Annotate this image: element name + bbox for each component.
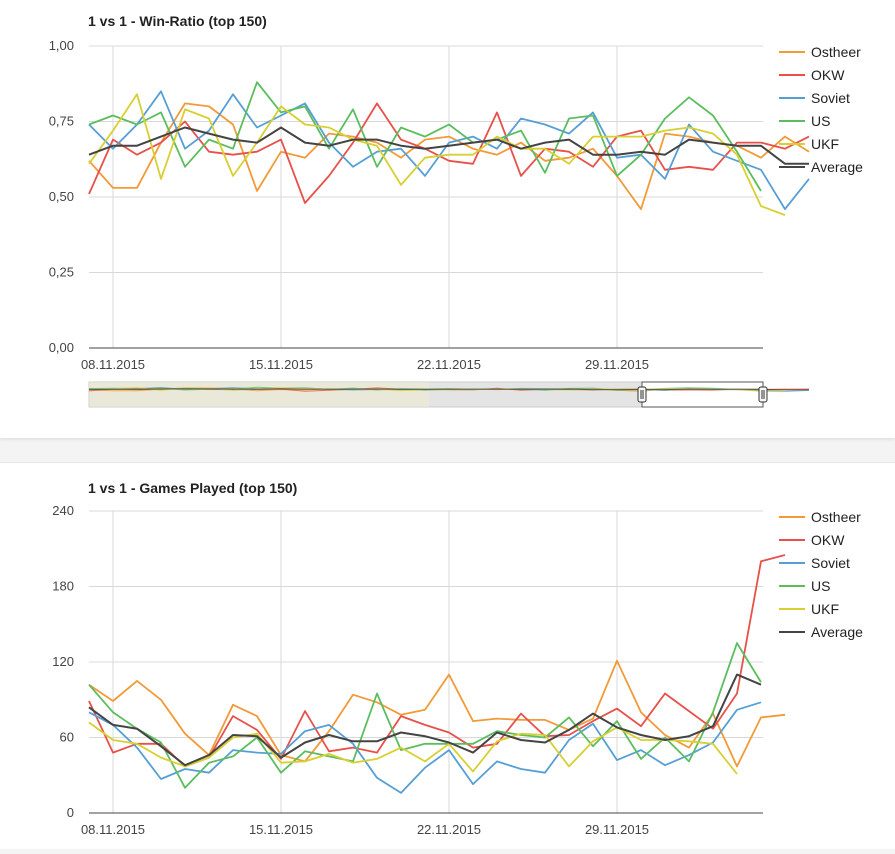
y-tick-label: 60	[60, 730, 74, 745]
x-tick-label: 15.11.2015	[249, 822, 313, 837]
y-tick-label: 0,25	[49, 265, 74, 280]
navigator-selection-window	[641, 381, 764, 408]
range-navigator	[88, 381, 810, 408]
series-line-average	[88, 126, 809, 165]
x-tick-label: 22.11.2015	[417, 822, 481, 837]
y-tick-label: 180	[52, 579, 74, 594]
navigator-right-handle[interactable]	[758, 386, 768, 403]
win-ratio-panel: 1 vs 1 - Win-Ratio (top 150) 0,00 0,25 0,5…	[0, 0, 895, 438]
legend-label: Ostheer	[811, 44, 861, 60]
y-tick-label: 0,50	[49, 189, 74, 204]
legend-label: OKW	[811, 67, 845, 83]
x-tick-label: 08.11.2015	[81, 822, 145, 837]
games-played-panel: 1 vs 1 - Games Played (top 150) 0 60 120 18…	[0, 462, 895, 849]
navigator-left-handle[interactable]	[637, 386, 647, 403]
series-line-ukf	[88, 721, 738, 775]
legend-label: Average	[811, 624, 863, 640]
y-tick-label: 0,00	[49, 340, 74, 355]
legend-item-us: US	[779, 113, 830, 129]
x-tick-label: 29.11.2015	[585, 357, 649, 372]
legend-label: Average	[811, 159, 863, 175]
legend-label: UKF	[811, 601, 839, 617]
legend-item-ostheer: Ostheer	[779, 44, 861, 60]
series-line-us	[88, 642, 762, 789]
legend-label: UKF	[811, 136, 839, 152]
x-tick-label: 22.11.2015	[417, 357, 481, 372]
x-tick-label: 15.11.2015	[249, 357, 313, 372]
legend-item-ostheer: Ostheer	[779, 509, 861, 525]
legend-item-okw: OKW	[779, 67, 845, 83]
win-ratio-chart-title: 1 vs 1 - Win-Ratio (top 150)	[88, 13, 267, 29]
series-line-ukf	[88, 93, 786, 216]
win-ratio-chart: 0,00 0,25 0,50 0,75 1,00 08.11.2015 15.11.2015…	[49, 38, 863, 408]
gridlines	[89, 45, 763, 349]
legend-item-us: US	[779, 578, 830, 594]
series-line-soviet	[88, 90, 810, 211]
series-line-us	[88, 81, 762, 192]
series-lines	[88, 554, 786, 794]
y-tick-label: 0,75	[49, 114, 74, 129]
legend-item-ukf: UKF	[779, 601, 839, 617]
legend-item-ukf: UKF	[779, 136, 839, 152]
x-tick-label: 08.11.2015	[81, 357, 145, 372]
legend: Ostheer OKW Soviet US UKF Average	[779, 509, 863, 640]
series-lines	[88, 81, 810, 216]
series-line-okw	[88, 102, 810, 204]
series-line-ostheer	[88, 659, 786, 768]
navigator-shade	[89, 382, 429, 407]
x-tick-label: 29.11.2015	[585, 822, 649, 837]
navigator-series-average	[88, 388, 809, 391]
series-line-soviet	[88, 701, 762, 794]
legend-item-average: Average	[779, 624, 863, 640]
legend-item-average: Average	[779, 159, 863, 175]
series-line-ostheer	[88, 102, 810, 211]
legend-label: Soviet	[811, 90, 850, 106]
legend-item-okw: OKW	[779, 532, 845, 548]
y-tick-label: 0	[67, 805, 74, 820]
y-tick-label: 1,00	[49, 38, 74, 53]
y-tick-label: 240	[52, 503, 74, 518]
games-played-chart-title: 1 vs 1 - Games Played (top 150)	[88, 480, 298, 496]
legend-label: Ostheer	[811, 509, 861, 525]
legend-label: US	[811, 113, 830, 129]
legend-label: Soviet	[811, 555, 850, 571]
legend-label: US	[811, 578, 830, 594]
y-tick-label: 120	[52, 654, 74, 669]
legend: Ostheer OKW Soviet US UKF Average	[779, 44, 863, 175]
games-played-chart: 0 60 120 180 240 08.11.2015 15.11.2015 22.11.20…	[52, 503, 863, 837]
legend-item-soviet: Soviet	[779, 90, 850, 106]
legend-label: OKW	[811, 532, 845, 548]
series-line-average	[88, 673, 762, 767]
legend-item-soviet: Soviet	[779, 555, 850, 571]
